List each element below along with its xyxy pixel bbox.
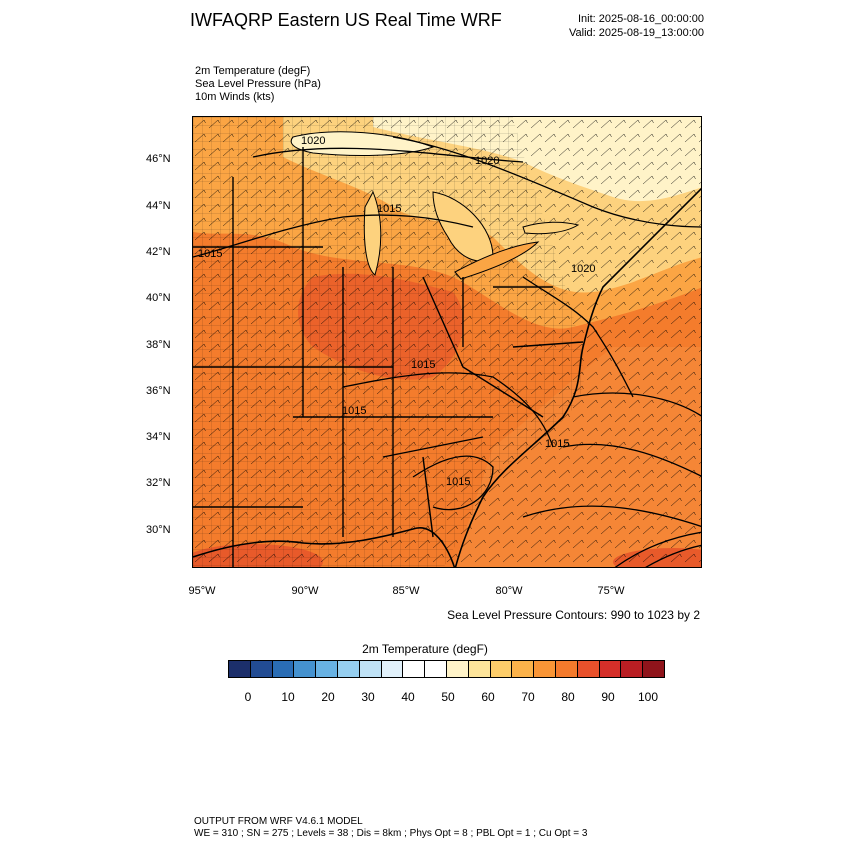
- field-label-temperature: 2m Temperature (degF): [195, 65, 311, 77]
- colorbar-swatch: [490, 661, 513, 677]
- latitude-label: 44°N: [146, 200, 171, 212]
- colorbar-tick-label: 20: [321, 690, 335, 704]
- colorbar-tick-label: 10: [281, 690, 295, 704]
- colorbar-tick-label: 40: [401, 690, 415, 704]
- wind-barbs: [193, 117, 701, 567]
- isobar-label: 1015: [198, 248, 222, 260]
- latitude-label: 38°N: [146, 339, 171, 351]
- field-label-pressure: Sea Level Pressure (hPa): [195, 78, 321, 90]
- isobar-label: 1020: [475, 155, 499, 167]
- model-info: OUTPUT FROM WRF V4.6.1 MODEL: [194, 816, 363, 827]
- colorbar-tick-label: 80: [561, 690, 575, 704]
- colorbar-swatch: [534, 661, 556, 677]
- isobar-labels: 1020 1020 1015 1015 1020 1015 1015 1015 1015: [198, 135, 595, 488]
- latitude-label: 30°N: [146, 524, 171, 536]
- latitude-label: 34°N: [146, 431, 171, 443]
- isobar-label: 1015: [545, 438, 569, 450]
- colorbar-swatch: [250, 661, 273, 677]
- isobars: [193, 136, 701, 567]
- colorbar-tick-label: 60: [481, 690, 495, 704]
- longitude-label: 85°W: [392, 585, 420, 597]
- isobar-label: 1015: [411, 359, 435, 371]
- latitude-label: 46°N: [146, 153, 171, 165]
- latitude-label: 36°N: [146, 385, 171, 397]
- colorbar-swatch: [599, 661, 622, 677]
- colorbar-tick-label: 70: [521, 690, 535, 704]
- colorbar-swatch: [294, 661, 317, 677]
- isobar-label: 1020: [301, 135, 325, 147]
- colorbar-swatch: [555, 661, 578, 677]
- colorbar-swatch: [381, 661, 404, 677]
- colorbar-swatch: [512, 661, 535, 677]
- colorbar-swatch: [468, 661, 491, 677]
- longitude-label: 75°W: [597, 585, 625, 597]
- plot-title: IWFAQRP Eastern US Real Time WRF: [190, 10, 502, 30]
- colorbar-swatch: [621, 661, 644, 677]
- colorbar-swatch: [403, 661, 426, 677]
- valid-time: Valid: 2025-08-19_13:00:00: [569, 27, 704, 39]
- colorbar-swatch: [272, 661, 295, 677]
- isobar-label: 1015: [446, 476, 470, 488]
- colorbar-tick-label: 0: [244, 690, 252, 704]
- lake-ontario: [522, 221, 580, 235]
- latitude-label: 32°N: [146, 477, 171, 489]
- model-config: WE = 310 ; SN = 275 ; Levels = 38 ; Dis …: [194, 828, 588, 839]
- map-canvas: 1020 1020 1015 1015 1020 1015 1015 1015 1015: [193, 117, 701, 567]
- colorbar-swatch: [316, 661, 338, 677]
- longitude-label: 95°W: [188, 585, 216, 597]
- coastline: [454, 187, 701, 567]
- field-label-winds: 10m Winds (kts): [195, 91, 275, 103]
- contour-note: Sea Level Pressure Contours: 990 to 1023…: [447, 608, 700, 622]
- colorbar: [228, 660, 665, 678]
- colorbar-tick-label: 50: [441, 690, 455, 704]
- longitude-label: 90°W: [291, 585, 319, 597]
- init-time: Init: 2025-08-16_00:00:00: [578, 13, 704, 25]
- isobar-label: 1015: [377, 203, 401, 215]
- colorbar-swatch: [337, 661, 360, 677]
- map-panel: 1020 1020 1015 1015 1020 1015 1015 1015 1015: [192, 116, 702, 568]
- colorbar-tick-label: 90: [601, 690, 615, 704]
- colorbar-tick-label: 100: [637, 690, 659, 704]
- colorbar-swatch: [359, 661, 382, 677]
- colorbar-swatch: [446, 661, 469, 677]
- isobar-label: 1020: [571, 263, 595, 275]
- isobar-label: 1015: [342, 405, 366, 417]
- colorbar-title: 2m Temperature (degF): [362, 642, 488, 656]
- colorbar-swatch: [577, 661, 600, 677]
- colorbar-swatch: [425, 661, 447, 677]
- colorbar-swatch: [643, 661, 664, 677]
- latitude-label: 40°N: [146, 292, 171, 304]
- colorbar-tick-label: 30: [361, 690, 375, 704]
- colorbar-swatch: [229, 661, 251, 677]
- lake-erie: [454, 241, 540, 280]
- latitude-label: 42°N: [146, 246, 171, 258]
- gulf-coastline: [193, 527, 456, 567]
- longitude-label: 80°W: [495, 585, 523, 597]
